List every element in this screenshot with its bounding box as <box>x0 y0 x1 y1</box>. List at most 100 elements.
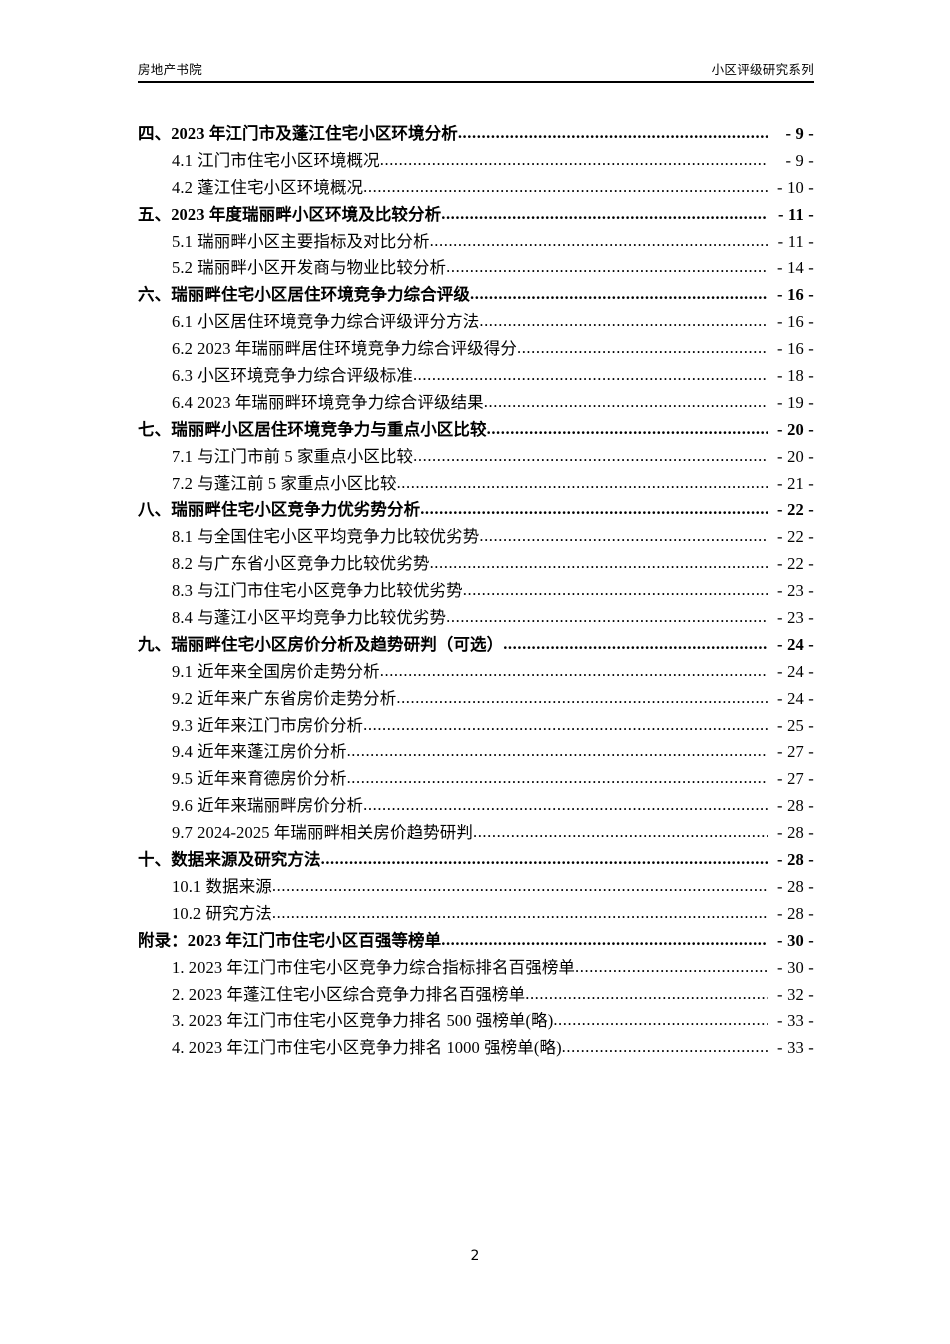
toc-entry-page: - 23 - <box>777 581 814 601</box>
toc-entry-page: - 22 - <box>777 500 814 520</box>
toc-dot-leader: ........................................… <box>379 149 768 169</box>
toc-entry[interactable]: 10.1 数据来源...............................… <box>138 873 814 900</box>
toc-entry[interactable]: 6.3 小区环境竞争力综合评级标准.......................… <box>138 362 814 389</box>
toc-entry-label: 4.2 蓬江住宅小区环境概况 <box>172 177 364 197</box>
toc-entry-page: - 23 - <box>777 608 814 628</box>
toc-dot-leader: ........................................… <box>346 741 768 761</box>
toc-entry-label: 5.2 瑞丽畔小区开发商与物业比较分析 <box>172 258 447 278</box>
toc-entry[interactable]: 八、瑞丽畔住宅小区竞争力优劣势分析.......................… <box>138 496 814 523</box>
toc-entry-label: 4. 2023 年江门市住宅小区竞争力排名 1000 强榜单(略) <box>172 1038 562 1058</box>
toc-entry-label: 五、2023 年度瑞丽畔小区环境及比较分析 <box>138 204 442 224</box>
toc-dot-leader: ........................................… <box>561 1037 768 1057</box>
toc-entry-label: 3. 2023 年江门市住宅小区竞争力排名 500 强榜单(略) <box>172 1011 554 1031</box>
toc-entry[interactable]: 九、瑞丽畔住宅小区房价分析及趋势研判（可选）..................… <box>138 631 814 658</box>
toc-entry[interactable]: 4.1 江门市住宅小区环境概况.........................… <box>138 147 814 174</box>
toc-entry-page: - 33 - <box>777 1011 814 1031</box>
toc-entry[interactable]: 七、瑞丽畔小区居住环境竞争力与重点小区比较...................… <box>138 416 814 443</box>
toc-entry[interactable]: 四、2023 年江门市及蓬江住宅小区环境分析..................… <box>138 120 814 147</box>
toc-entry-label: 9.6 近年来瑞丽畔房价分析 <box>172 796 364 816</box>
toc-dot-leader: ........................................… <box>429 230 768 250</box>
toc-entry[interactable]: 9.6 近年来瑞丽畔房价分析..........................… <box>138 792 814 819</box>
toc-entry-page: - 9 - <box>785 150 814 170</box>
toc-entry-page: - 24 - <box>777 634 814 654</box>
toc-entry-page: - 28 - <box>777 823 814 843</box>
toc-entry-page: - 28 - <box>777 796 814 816</box>
toc-entry-label: 6.3 小区环境竞争力综合评级标准 <box>172 366 413 386</box>
toc-entry-label: 4.1 江门市住宅小区环境概况 <box>172 150 380 170</box>
toc-entry-label: 9.5 近年来育德房价分析 <box>172 769 347 789</box>
toc-entry-page: - 16 - <box>777 312 814 332</box>
toc-entry[interactable]: 9.4 近年来蓬江房价分析...........................… <box>138 738 814 765</box>
toc-dot-leader: ........................................… <box>396 687 768 707</box>
toc-entry-page: - 28 - <box>777 876 814 896</box>
toc-dot-leader: ........................................… <box>503 633 768 653</box>
toc-entry[interactable]: 4.2 蓬江住宅小区环境概况..........................… <box>138 174 814 201</box>
toc-entry-label: 9.3 近年来江门市房价分析 <box>172 715 364 735</box>
toc-dot-leader: ........................................… <box>479 526 768 546</box>
toc-entry[interactable]: 附录：2023 年江门市住宅小区百强等榜单...................… <box>138 927 814 954</box>
toc-dot-leader: ........................................… <box>441 203 768 223</box>
toc-entry-page: - 11 - <box>777 231 814 251</box>
toc-entry[interactable]: 9.7 2024-2025 年瑞丽畔相关房价趋势研判..............… <box>138 819 814 846</box>
toc-dot-leader: ........................................… <box>486 418 768 438</box>
toc-entry[interactable]: 6.1 小区居住环境竞争力综合评级评分方法...................… <box>138 308 814 335</box>
toc-entry[interactable]: 9.2 近年来广东省房价走势分析........................… <box>138 685 814 712</box>
toc-entry[interactable]: 十、数据来源及研究方法.............................… <box>138 846 814 873</box>
toc-entry-label: 9.1 近年来全国房价走势分析 <box>172 661 380 681</box>
toc-entry[interactable]: 8.4 与蓬江小区平均竞争力比较优劣势.....................… <box>138 604 814 631</box>
toc-dot-leader: ........................................… <box>271 875 768 895</box>
toc-entry[interactable]: 5.2 瑞丽畔小区开发商与物业比较分析.....................… <box>138 254 814 281</box>
toc-entry[interactable]: 9.3 近年来江门市房价分析..........................… <box>138 712 814 739</box>
toc-entry[interactable]: 9.5 近年来育德房价分析...........................… <box>138 765 814 792</box>
toc-dot-leader: ........................................… <box>457 123 768 142</box>
toc-entry[interactable]: 5.1 瑞丽畔小区主要指标及对比分析......................… <box>138 228 814 255</box>
toc-entry-page: - 27 - <box>777 742 814 762</box>
toc-entry[interactable]: 6.2 2023 年瑞丽畔居住环境竞争力综合评级得分..............… <box>138 335 814 362</box>
toc-entry[interactable]: 4. 2023 年江门市住宅小区竞争力排名 1000 强榜单(略).......… <box>138 1034 814 1061</box>
toc-entry-label: 6.4 2023 年瑞丽畔环境竞争力综合评级结果 <box>172 392 484 412</box>
toc-dot-leader: ........................................… <box>271 902 768 922</box>
toc-dot-leader: ........................................… <box>346 768 768 788</box>
toc-dot-leader: ........................................… <box>363 176 768 196</box>
toc-entry[interactable]: 1. 2023 年江门市住宅小区竞争力综合指标排名百强榜单...........… <box>138 954 814 981</box>
running-header: 房地产书院 小区评级研究系列 <box>138 62 814 83</box>
toc-entry[interactable]: 7.1 与江门市前 5 家重点小区比较.....................… <box>138 443 814 470</box>
toc-entry-label: 10.1 数据来源 <box>172 876 272 896</box>
toc-entry-page: - 22 - <box>777 554 814 574</box>
toc-entry[interactable]: 9.1 近年来全国房价走势分析.........................… <box>138 658 814 685</box>
toc-entry-label: 10.2 研究方法 <box>172 903 272 923</box>
toc-entry[interactable]: 7.2 与蓬江前 5 家重点小区比较......................… <box>138 470 814 497</box>
toc-entry-label: 9.7 2024-2025 年瑞丽畔相关房价趋势研判 <box>172 823 473 843</box>
toc-entry-page: - 24 - <box>777 661 814 681</box>
toc-dot-leader: ........................................… <box>446 607 768 627</box>
toc-dot-leader: ........................................… <box>412 365 768 385</box>
toc-entry-page: - 14 - <box>777 258 814 278</box>
toc-entry[interactable]: 五、2023 年度瑞丽畔小区环境及比较分析...................… <box>138 201 814 228</box>
toc-dot-leader: ........................................… <box>462 580 768 600</box>
toc-entry-label: 十、数据来源及研究方法 <box>138 850 321 870</box>
toc-entry[interactable]: 8.3 与江门市住宅小区竞争力比较优劣势....................… <box>138 577 814 604</box>
toc-entry-page: - 30 - <box>777 930 814 950</box>
toc-dot-leader: ........................................… <box>479 311 768 331</box>
toc-dot-leader: ........................................… <box>363 714 768 734</box>
toc-dot-leader: ........................................… <box>472 822 768 842</box>
toc-entry-label: 2. 2023 年蓬江住宅小区综合竞争力排名百强榜单 <box>172 984 526 1004</box>
toc-entry[interactable]: 8.1 与全国住宅小区平均竞争力比较优劣势...................… <box>138 523 814 550</box>
toc-entry-label: 附录：2023 年江门市住宅小区百强等榜单 <box>138 930 442 950</box>
toc-entry-label: 四、2023 年江门市及蓬江住宅小区环境分析 <box>138 124 458 143</box>
toc-entry[interactable]: 六、瑞丽畔住宅小区居住环境竞争力综合评级....................… <box>138 281 814 308</box>
toc-entry[interactable]: 10.2 研究方法...............................… <box>138 900 814 927</box>
toc-entry[interactable]: 3. 2023 年江门市住宅小区竞争力排名 500 强榜单(略)........… <box>138 1007 814 1034</box>
toc-dot-leader: ........................................… <box>441 929 768 949</box>
toc-entry-label: 七、瑞丽畔小区居住环境竞争力与重点小区比较 <box>138 419 487 439</box>
toc-entry-page: - 30 - <box>777 957 814 977</box>
toc-entry[interactable]: 8.2 与广东省小区竞争力比较优劣势......................… <box>138 550 814 577</box>
toc-entry-page: - 19 - <box>777 392 814 412</box>
toc-entry-label: 6.1 小区居住环境竞争力综合评级评分方法 <box>172 312 480 332</box>
toc-entry-label: 9.4 近年来蓬江房价分析 <box>172 742 347 762</box>
toc-entry[interactable]: 2. 2023 年蓬江住宅小区综合竞争力排名百强榜单..............… <box>138 981 814 1008</box>
header-left-text: 房地产书院 <box>138 62 203 77</box>
toc-dot-leader: ........................................… <box>470 284 768 304</box>
toc-entry[interactable]: 6.4 2023 年瑞丽畔环境竞争力综合评级结果................… <box>138 389 814 416</box>
